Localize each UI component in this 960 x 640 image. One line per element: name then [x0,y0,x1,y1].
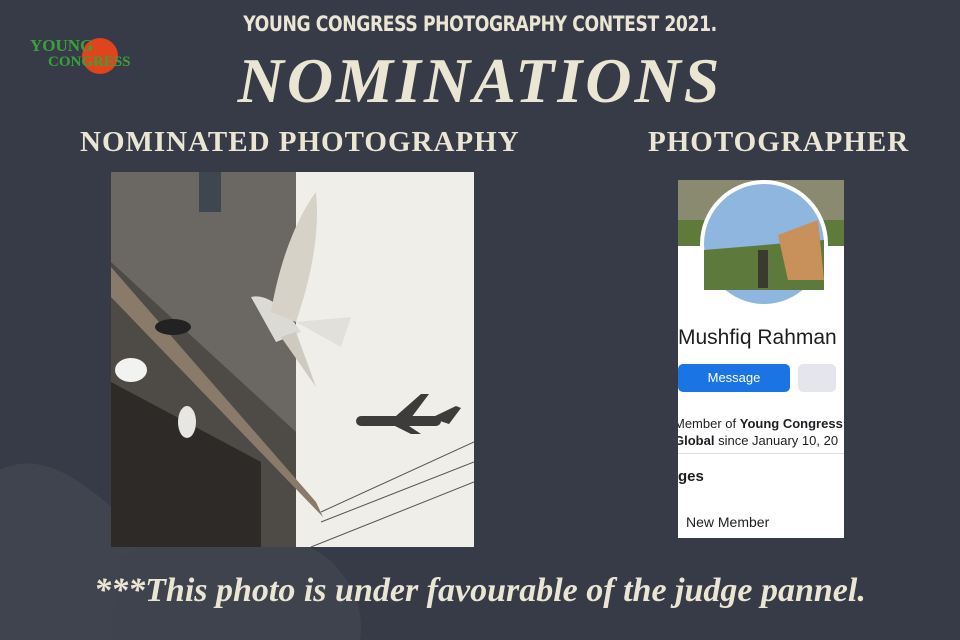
friend-button[interactable] [798,364,836,392]
nominated-photo [111,172,474,547]
group-name: Global [678,433,715,448]
subtitle: YOUNG CONGRESS PHOTOGRAPHY CONTEST 2021. [243,12,717,36]
message-button[interactable]: Message [678,364,790,392]
text: Member of [678,416,737,431]
logo: YOUNG CONGRESS [30,36,131,70]
divider [678,453,844,454]
logo-line: YOUNG [30,36,94,55]
profile-card: Mushfiq Rahman Message Member of Young C… [678,180,844,538]
profile-name: Mushfiq Rahman [678,326,837,349]
title: NOMINATIONS [237,45,723,116]
section-title: ges [678,468,704,485]
member-info: Member of Young Congress Global since Ja… [678,415,843,449]
group-name: Young Congress [739,416,843,431]
logo-line: CONGRESS [48,54,131,70]
column-heading: NOMINATED PHOTOGRAPHY [80,126,520,158]
badge: New Member [686,514,770,530]
footer-note: ***This photo is under favourable of the… [94,572,866,609]
column-heading: PHOTOGRAPHER [648,126,910,158]
profile-images [678,180,844,308]
text: since January 10, 20 [718,433,839,448]
